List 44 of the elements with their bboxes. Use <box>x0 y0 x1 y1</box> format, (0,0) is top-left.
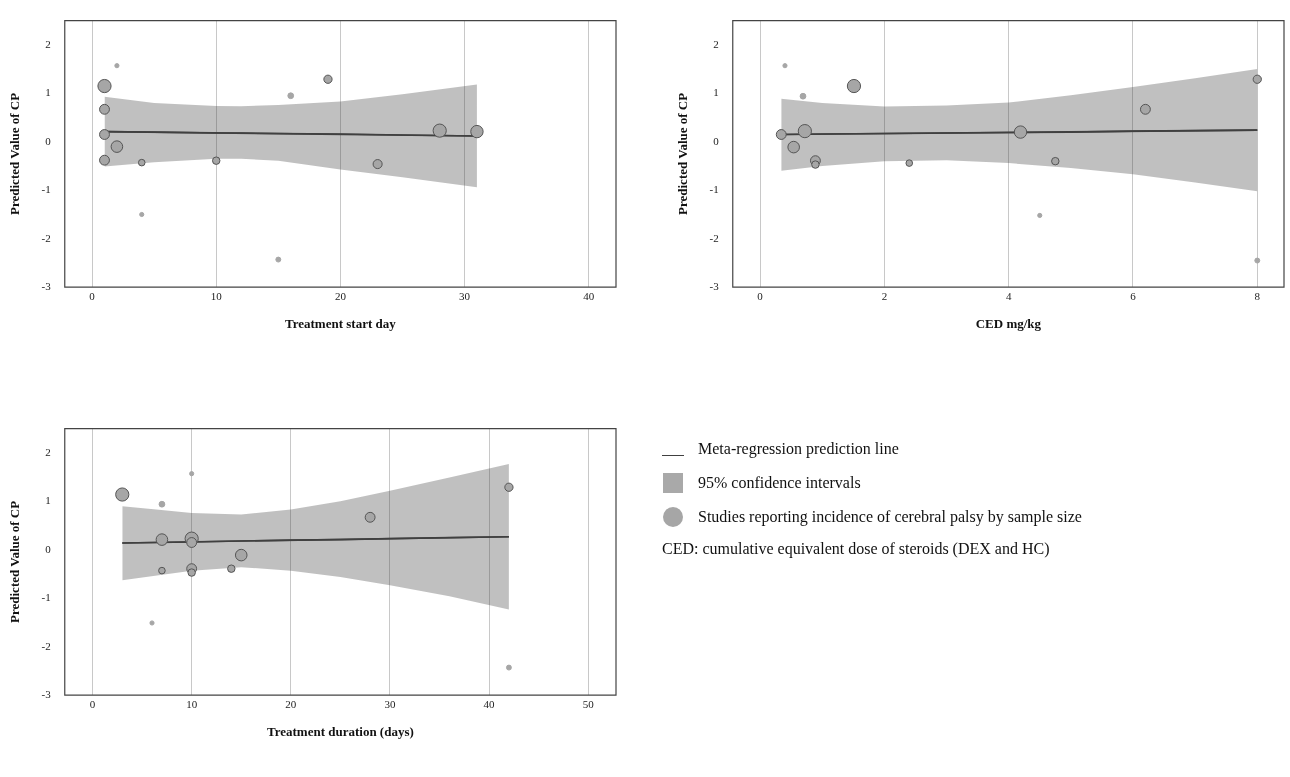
x-tick-label: 10 <box>210 289 223 302</box>
y-tick-label: -1 <box>41 591 51 604</box>
y-tick-label: 2 <box>45 37 51 50</box>
x-tick-label: 30 <box>459 289 471 302</box>
y-tick-label: 2 <box>45 445 51 458</box>
x-tick-label: 0 <box>757 289 764 302</box>
y-tick-label: 1 <box>45 86 51 99</box>
x-tick-label: 0 <box>89 697 96 710</box>
y-tick-label: -3 <box>709 280 720 293</box>
y-tick-label: -3 <box>41 688 52 701</box>
x-axis-title: Treatment start day <box>285 315 397 331</box>
x-tick-label: 4 <box>1005 289 1012 302</box>
legend-label: 95% confidence intervals <box>698 474 861 492</box>
y-tick-label: -2 <box>41 639 51 652</box>
x-tick-label: 40 <box>483 697 496 710</box>
text: CED: cumulative equivalent dose of steroids (DEX and HC) <box>662 540 1051 558</box>
y-tick-label: -1 <box>709 183 719 196</box>
y-tick-label: -2 <box>41 231 51 244</box>
legend-label: Studies reporting incidence of cerebral palsy by sample size <box>698 508 1082 526</box>
y-tick-label: 0 <box>45 542 52 555</box>
x-tick-label: 40 <box>583 289 595 302</box>
x-axis-title: CED mg/kg <box>975 315 1042 331</box>
y-tick-label: 1 <box>713 86 719 99</box>
y-tick-label: -3 <box>41 280 52 293</box>
y-axis-title: Predicted Value of CP <box>675 92 691 215</box>
x-tick-label: 8 <box>1254 289 1261 302</box>
x-tick-label: 20 <box>334 289 347 302</box>
y-axis-title: Predicted Value of CP <box>7 500 23 623</box>
x-axis-title: Treatment duration (days) <box>266 723 414 739</box>
y-tick-label: -2 <box>709 231 719 244</box>
x-tick-label: 30 <box>384 697 396 710</box>
y-axis-title: Predicted Value of CP <box>7 92 23 215</box>
y-tick-label: 0 <box>713 134 720 147</box>
y-tick-label: 1 <box>45 494 51 507</box>
x-tick-label: 2 <box>881 289 888 302</box>
x-tick-label: 10 <box>186 697 198 710</box>
x-tick-label: 6 <box>1130 289 1137 302</box>
x-tick-label: 0 <box>89 289 96 302</box>
x-tick-label: 20 <box>285 697 297 710</box>
y-tick-label: 0 <box>45 134 52 147</box>
x-tick-label: 50 <box>582 697 595 710</box>
y-tick-label: -1 <box>41 183 51 196</box>
y-tick-label: 2 <box>713 37 719 50</box>
legend-label: Meta-regression prediction line <box>698 440 899 458</box>
